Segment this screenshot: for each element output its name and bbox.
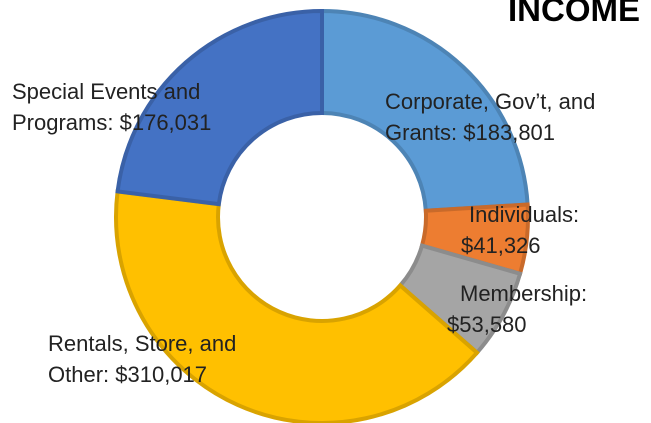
data-label: Special Events and Programs: $176,031 xyxy=(12,76,258,138)
donut-segment xyxy=(115,8,324,207)
data-label: Rentals, Store, and Other: $310,017 xyxy=(48,328,298,390)
category-label: Individuals: xyxy=(469,202,580,227)
donut-segment xyxy=(114,189,480,423)
value-label: $176,031 xyxy=(119,110,212,135)
donut-segment xyxy=(320,8,530,213)
category-label: Corporate, Gov’t, and Grants: xyxy=(385,89,596,145)
value-label: $183,801 xyxy=(463,120,556,145)
chart-title: INCOME xyxy=(508,0,640,28)
value-label: $53,580 xyxy=(447,312,527,337)
value-label: $310,017 xyxy=(115,362,208,387)
category-label: Rentals, Store, and Other: xyxy=(48,331,237,387)
value-label: $41,326 xyxy=(461,233,541,258)
data-label: Individuals: $41,326 xyxy=(461,199,601,261)
category-label: Special Events and Programs: xyxy=(12,79,201,135)
category-label: Membership: xyxy=(460,281,588,306)
data-label: Corporate, Gov’t, and Grants: $183,801 xyxy=(385,86,651,148)
data-label: Membership: $53,580 xyxy=(447,278,623,340)
